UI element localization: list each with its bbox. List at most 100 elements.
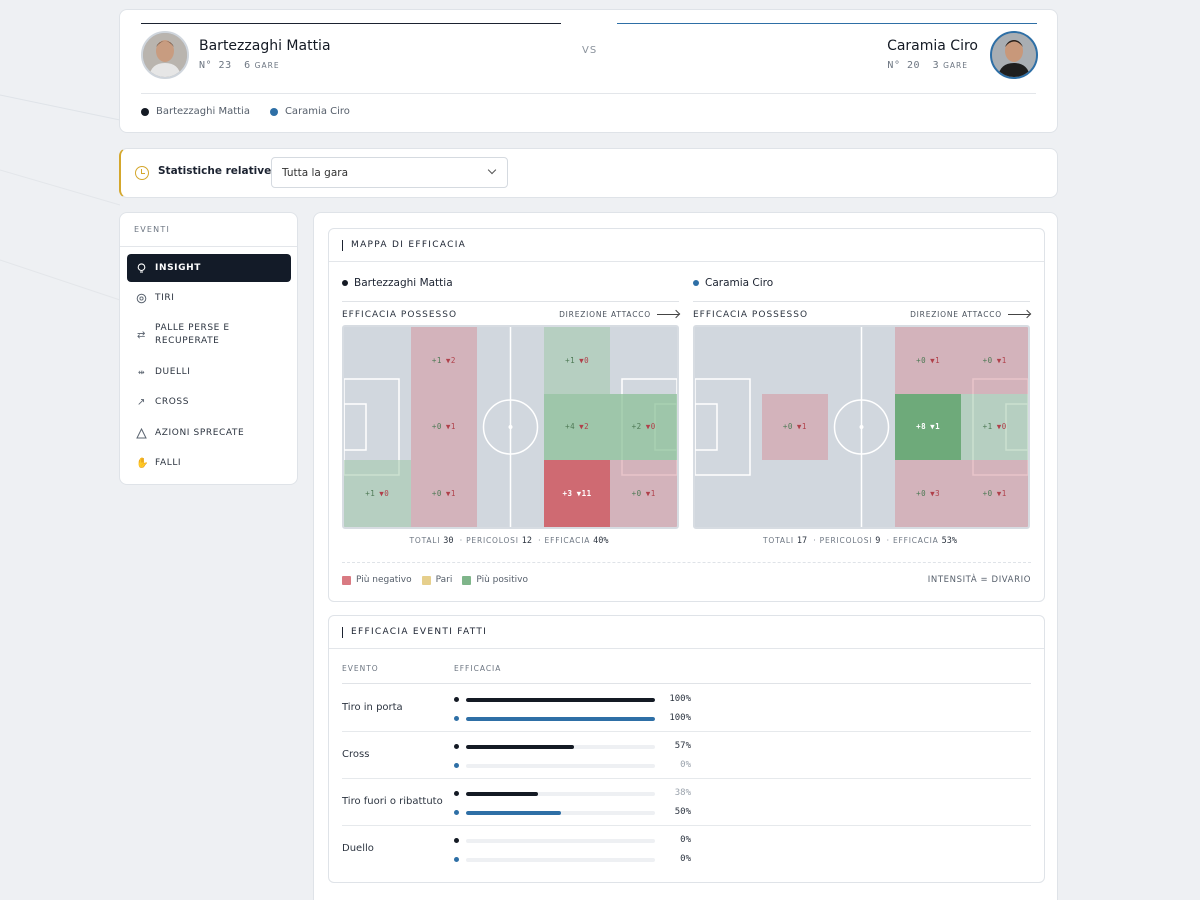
event-name: Tiro in porta	[342, 702, 403, 713]
sidebar-item-insight[interactable]: INSIGHT	[127, 254, 291, 282]
bar-track	[466, 839, 655, 843]
pitch-zone[interactable]: +0 ▼1	[961, 460, 1028, 527]
pitch-zone[interactable]: +0 ▼1	[410, 460, 478, 527]
bar-track	[466, 698, 655, 702]
pitch-divider	[342, 301, 679, 302]
player1-avatar[interactable]	[141, 31, 189, 79]
player1-pitch-column: Bartezzaghi Mattia EFFICACIA POSSESSO DI…	[342, 277, 679, 557]
player2-pitch-column: Caramia Ciro EFFICACIA POSSESSO DIREZION…	[693, 277, 1030, 557]
sidebar-item-falli[interactable]: ✋ FALLI	[127, 449, 291, 477]
legend-positive: Più positivo	[462, 575, 528, 585]
events-efficacy-header: EFFICACIA EVENTI FATTI	[329, 616, 1044, 649]
totals-value: 30	[443, 536, 454, 546]
player1-bar: 57%	[454, 741, 694, 752]
table-row[interactable]: Cross 57% 0%	[342, 732, 1031, 779]
player-dot-icon	[454, 763, 459, 768]
pitch-divider	[693, 301, 1030, 302]
zone-negative-value: ▼2	[445, 355, 456, 365]
sidebar-item-palle-perse[interactable]: ⇄ PALLE PERSE E RECUPERATE	[127, 317, 291, 353]
player-comparison-header: Bartezzaghi Mattia N° 23 6 GARE VS Carami…	[119, 9, 1058, 133]
player1-accent-line	[141, 23, 561, 24]
pitch-zone[interactable]: +8 ▼1	[894, 393, 962, 461]
pitch-zone[interactable]: +1 ▼0	[344, 460, 411, 527]
pitch-zone[interactable]: +0 ▼1	[610, 460, 677, 527]
pitch-zone[interactable]: +1 ▼0	[961, 393, 1028, 461]
table-row[interactable]: Duello 0% 0%	[342, 826, 1031, 873]
player2-pitch-name: Caramia Ciro	[693, 277, 773, 289]
pitch-zone[interactable]: +0 ▼1	[761, 393, 829, 461]
period-select[interactable]: Tutta la gara	[271, 157, 508, 188]
bar-value: 0%	[680, 760, 691, 770]
pitch-zone[interactable]: +1 ▼0	[543, 327, 611, 394]
pitch-zone[interactable]: +0 ▼1	[894, 327, 962, 394]
pitch-zone[interactable]: +1 ▼2	[410, 327, 478, 394]
zone-negative-value: ▼1	[996, 489, 1007, 499]
sidebar-divider	[120, 246, 297, 247]
sidebar-item-duelli[interactable]: ⇹ DUELLI	[127, 358, 291, 386]
zone-positive-value: +1	[982, 422, 993, 432]
zone-positive-value: +0	[982, 355, 993, 365]
legend-player2: Caramia Ciro	[269, 106, 350, 117]
player1-games-label: GARE	[254, 61, 280, 70]
player2-pitch[interactable]: +0 ▼1 +0 ▼1 +8 ▼1 +0 ▼3 +0 ▼1 +1 ▼0 +0 ▼1	[693, 325, 1030, 529]
sidebar-item-azioni-sprecate[interactable]: AZIONI SPRECATE	[127, 419, 291, 447]
dangerous-label: PERICOLOSI	[466, 536, 519, 545]
hand-icon: ✋	[136, 457, 150, 469]
bar-value: 0%	[680, 835, 691, 845]
player2-bar: 0%	[454, 854, 694, 865]
legend-negative-label: Più negativo	[356, 575, 412, 585]
player2-avatar[interactable]	[990, 31, 1038, 79]
player-legend: Bartezzaghi Mattia Caramia Ciro	[141, 106, 350, 117]
sidebar-title: EVENTI	[134, 225, 171, 234]
efficacy-value: 53%	[941, 536, 957, 546]
player1-bar: 38%	[454, 788, 694, 799]
player1-meta: N° 23 6 GARE	[199, 60, 280, 71]
player-dot-icon	[454, 744, 459, 749]
zone-positive-value: +1	[431, 355, 442, 365]
player2-number: N° 20	[887, 60, 921, 71]
arrow-right-icon	[657, 313, 679, 316]
efficacy-value: 40%	[593, 536, 609, 546]
clock-icon	[135, 166, 149, 180]
sidebar-item-tiri[interactable]: TIRI	[127, 284, 291, 312]
zone-positive-value: +0	[982, 489, 993, 499]
pitch-zone[interactable]: +0 ▼1	[410, 393, 478, 461]
player2-accent-line	[617, 23, 1037, 24]
pitch-zone[interactable]: +4 ▼2	[543, 393, 611, 461]
player1-bar: 0%	[454, 835, 694, 846]
player2-name: Caramia Ciro	[887, 38, 978, 54]
table-row[interactable]: Tiro in porta 100% 100%	[342, 685, 1031, 732]
bar-value: 38%	[674, 788, 691, 798]
player1-pitch[interactable]: +1 ▼2 +0 ▼1 +0 ▼1 +1 ▼0 +1 ▼0 +4 ▼2 +3 ▼11 +2 ▼…	[342, 325, 679, 529]
attack-direction-label: DIREZIONE ATTACCO	[559, 310, 651, 319]
pitch-zone[interactable]: +0 ▼1	[961, 327, 1028, 394]
totals-label: TOTALI	[763, 536, 794, 545]
zone-negative-value: ▼11	[576, 489, 592, 499]
bar-track	[466, 858, 655, 862]
zone-positive-value: +0	[431, 489, 442, 499]
player2-meta: N° 20 3 GARE	[887, 60, 968, 71]
bar-fill	[466, 698, 655, 702]
player1-pitch-name-label: Bartezzaghi Mattia	[354, 277, 453, 289]
col-efficacy: EFFICACIA	[454, 664, 502, 673]
player1-pitch-name: Bartezzaghi Mattia	[342, 277, 453, 289]
pitch-zone[interactable]: +0 ▼3	[894, 460, 962, 527]
possession-efficacy-label: EFFICACIA POSSESSO	[693, 310, 809, 320]
zone-positive-value: +8	[916, 422, 927, 432]
player2-bar: 0%	[454, 760, 694, 771]
bar-fill	[466, 717, 655, 721]
col-event: EVENTO	[342, 664, 379, 673]
player1-totals: TOTALI 30 · PERICOLOSI 12 · EFFICACIA 40%	[409, 536, 609, 546]
table-row[interactable]: Tiro fuori o ribattuto 38% 50%	[342, 779, 1031, 826]
attack-direction: DIREZIONE ATTACCO	[559, 310, 679, 319]
dangerous-label: PERICOLOSI	[819, 536, 873, 545]
sidebar-item-cross[interactable]: ↗ CROSS	[127, 388, 291, 416]
pitch-zone[interactable]: +3 ▼11	[543, 460, 611, 527]
efficacy-label: EFFICACIA	[892, 536, 939, 545]
player1-games: 6	[244, 60, 251, 71]
swap-icon: ⇄	[137, 329, 146, 341]
even-swatch-icon	[421, 575, 431, 585]
pitch-zone[interactable]: +2 ▼0	[610, 393, 677, 461]
zone-positive-value: +0	[631, 489, 642, 499]
bar-value: 50%	[674, 807, 691, 817]
